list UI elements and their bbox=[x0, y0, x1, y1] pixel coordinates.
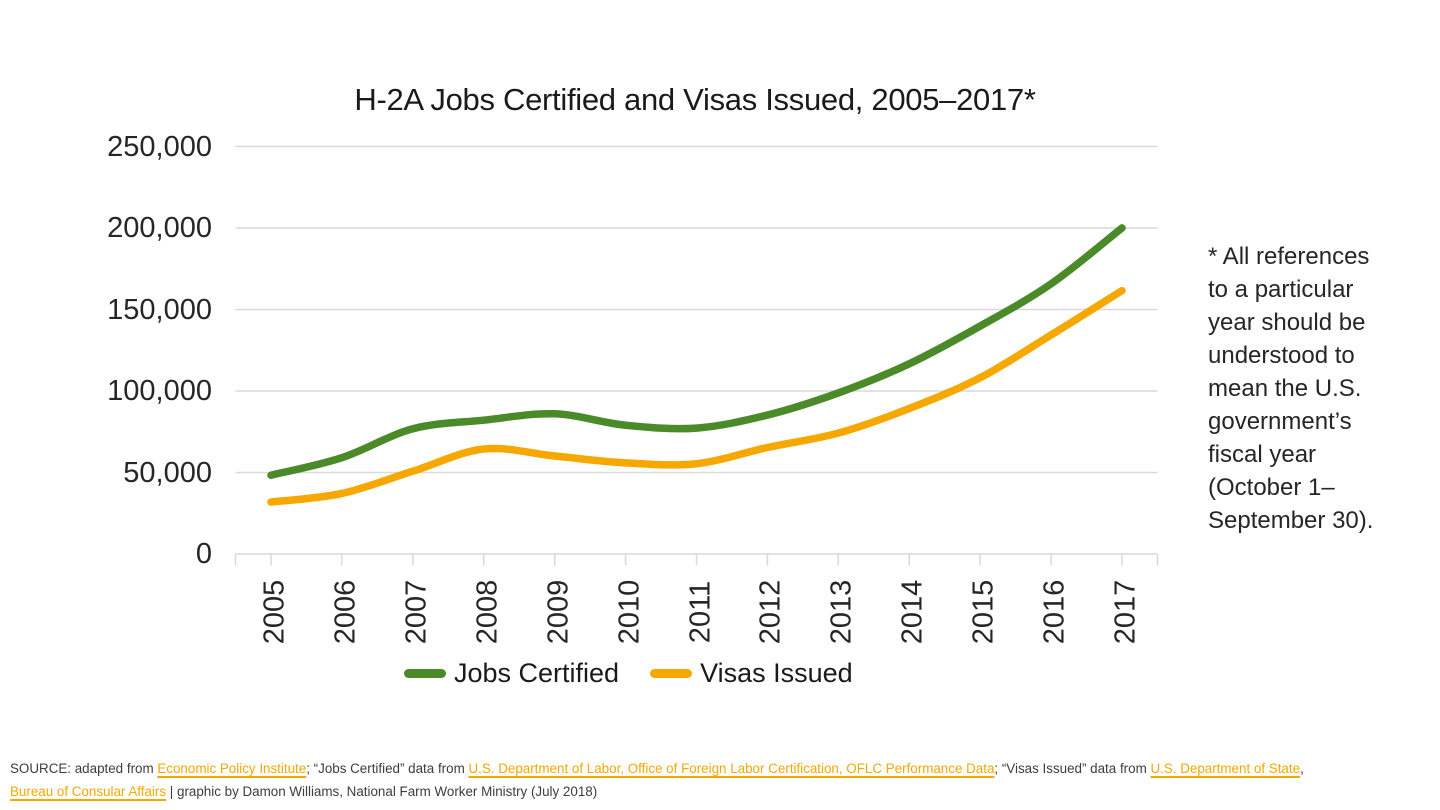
x-axis-label: 2007 bbox=[400, 579, 433, 645]
link-us-department-of-state[interactable]: U.S. Department of State bbox=[1150, 761, 1301, 776]
y-axis-label: 200,000 bbox=[107, 212, 212, 244]
legend-label: Visas Issued bbox=[700, 658, 853, 688]
x-axis-label: 2005 bbox=[258, 579, 291, 645]
x-axis-label: 2006 bbox=[329, 579, 362, 645]
legend-dash-icon bbox=[650, 669, 693, 678]
x-axis-label: 2008 bbox=[471, 579, 504, 645]
series-line-jobs-certified bbox=[267, 224, 1126, 479]
footer-text: ; “Visas Issued” data from bbox=[994, 761, 1151, 776]
link-bureau-of-consular-affairs[interactable]: Bureau of Consular Affairs bbox=[10, 784, 167, 799]
source-footer: SOURCE: adapted from Economic Policy Ins… bbox=[10, 757, 1304, 803]
fiscal-year-footnote: * All references to a particular year sh… bbox=[1208, 243, 1374, 534]
source-footer-line2: Bureau of Consular Affairs | graphic by … bbox=[10, 780, 1304, 803]
gridlines bbox=[235, 145, 1158, 555]
legend-label: Jobs Certified bbox=[454, 658, 620, 688]
y-axis-label: 0 bbox=[195, 538, 212, 570]
legend-dash-icon bbox=[404, 669, 446, 678]
x-axis-label: 2011 bbox=[684, 580, 716, 644]
link-us-dol-oflc-performance-data[interactable]: U.S. Department of Labor, Office of Fore… bbox=[468, 761, 995, 776]
y-axis-label: 50,000 bbox=[123, 456, 212, 489]
y-axis-label: 100,000 bbox=[107, 375, 212, 407]
footer-text: , bbox=[1300, 761, 1304, 776]
y-axis-label: 250,000 bbox=[107, 130, 212, 163]
source-footer-line1: SOURCE: adapted from Economic Policy Ins… bbox=[10, 757, 1304, 780]
footer-text: ; “Jobs Certified” data from bbox=[306, 761, 469, 776]
x-axis-label: 2010 bbox=[613, 579, 646, 645]
x-axis-label: 2016 bbox=[1038, 579, 1071, 645]
series-paths bbox=[267, 224, 1126, 506]
x-axis-label: 2013 bbox=[825, 579, 858, 645]
x-axis-label: 2014 bbox=[896, 579, 929, 645]
legend-item-jobs-certified: Jobs Certified bbox=[404, 658, 619, 689]
chart-legend: Jobs Certified Visas Issued bbox=[404, 658, 853, 689]
legend-item-visas-issued: Visas Issued bbox=[650, 658, 853, 689]
chart-title: H-2A Jobs Certified and Visas Issued, 20… bbox=[354, 82, 1036, 117]
x-axis-label: 2015 bbox=[967, 579, 1000, 645]
x-axis-label: 2012 bbox=[754, 579, 787, 645]
x-axis-label: 2009 bbox=[542, 579, 575, 645]
link-economic-policy-institute[interactable]: Economic Policy Institute bbox=[157, 761, 307, 776]
series-line-visas-issued bbox=[267, 286, 1126, 506]
footer-credit-text: | graphic by Damon Williams, National Fa… bbox=[166, 784, 598, 799]
x-axis-label: 2017 bbox=[1109, 579, 1142, 645]
footer-text: SOURCE: adapted from bbox=[10, 761, 158, 776]
axis-ticks bbox=[234, 554, 1159, 566]
y-axis-label: 150,000 bbox=[107, 293, 212, 326]
